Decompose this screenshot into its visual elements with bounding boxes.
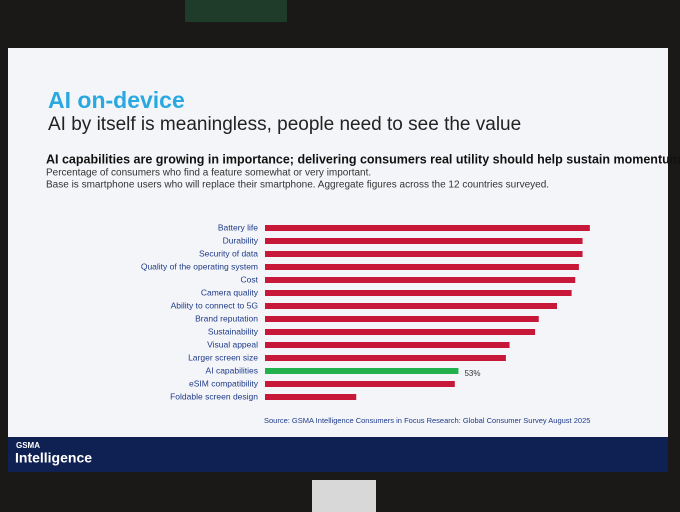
bar xyxy=(265,394,357,400)
bar xyxy=(265,290,572,296)
category-label: Visual appeal xyxy=(207,339,258,349)
category-label: Quality of the operating system xyxy=(141,261,258,271)
bar xyxy=(265,303,557,309)
bar xyxy=(265,329,536,335)
exit-sign xyxy=(185,0,287,22)
chart-subtitle: Base is smartphone users who will replac… xyxy=(46,180,549,191)
bar xyxy=(265,251,583,257)
logo-bottom: Intelligence xyxy=(15,450,92,466)
bar xyxy=(265,238,583,244)
category-label: Brand reputation xyxy=(195,313,258,323)
category-label: Security of data xyxy=(199,248,258,258)
category-label: Battery life xyxy=(218,222,258,232)
category-label: Sustainability xyxy=(208,326,259,336)
bar xyxy=(265,342,510,348)
logo-top: GSMA xyxy=(16,441,40,450)
source-note: Source: GSMA Intelligence Consumers in F… xyxy=(264,416,590,425)
category-label: Ability to connect to 5G xyxy=(171,300,258,310)
category-label: Larger screen size xyxy=(188,352,258,362)
category-label: Foldable screen design xyxy=(170,391,258,401)
category-label: eSIM compatibility xyxy=(189,378,259,388)
chart-subtitle: Percentage of consumers who find a featu… xyxy=(46,168,371,179)
category-label: Durability xyxy=(223,235,259,245)
category-label: Camera quality xyxy=(201,287,259,297)
category-label: Cost xyxy=(241,274,259,284)
slide-title: AI on-device xyxy=(48,87,185,113)
slide-footer xyxy=(8,437,668,472)
bar xyxy=(265,355,506,361)
plot: Battery life Durability Security of data Qu… xyxy=(141,222,590,401)
value-label: 53% xyxy=(464,369,480,378)
chart-title: AI capabilities are growing in importanc… xyxy=(46,152,680,166)
bar xyxy=(265,277,576,283)
slide xyxy=(8,48,668,472)
bar xyxy=(265,264,579,270)
stand xyxy=(312,480,376,512)
slide-subtitle: AI by itself is meaningless, people need… xyxy=(48,114,521,135)
category-label: AI capabilities xyxy=(206,365,258,375)
bar xyxy=(265,316,539,322)
bar xyxy=(265,381,455,387)
bar xyxy=(265,368,459,374)
bar xyxy=(265,225,590,231)
